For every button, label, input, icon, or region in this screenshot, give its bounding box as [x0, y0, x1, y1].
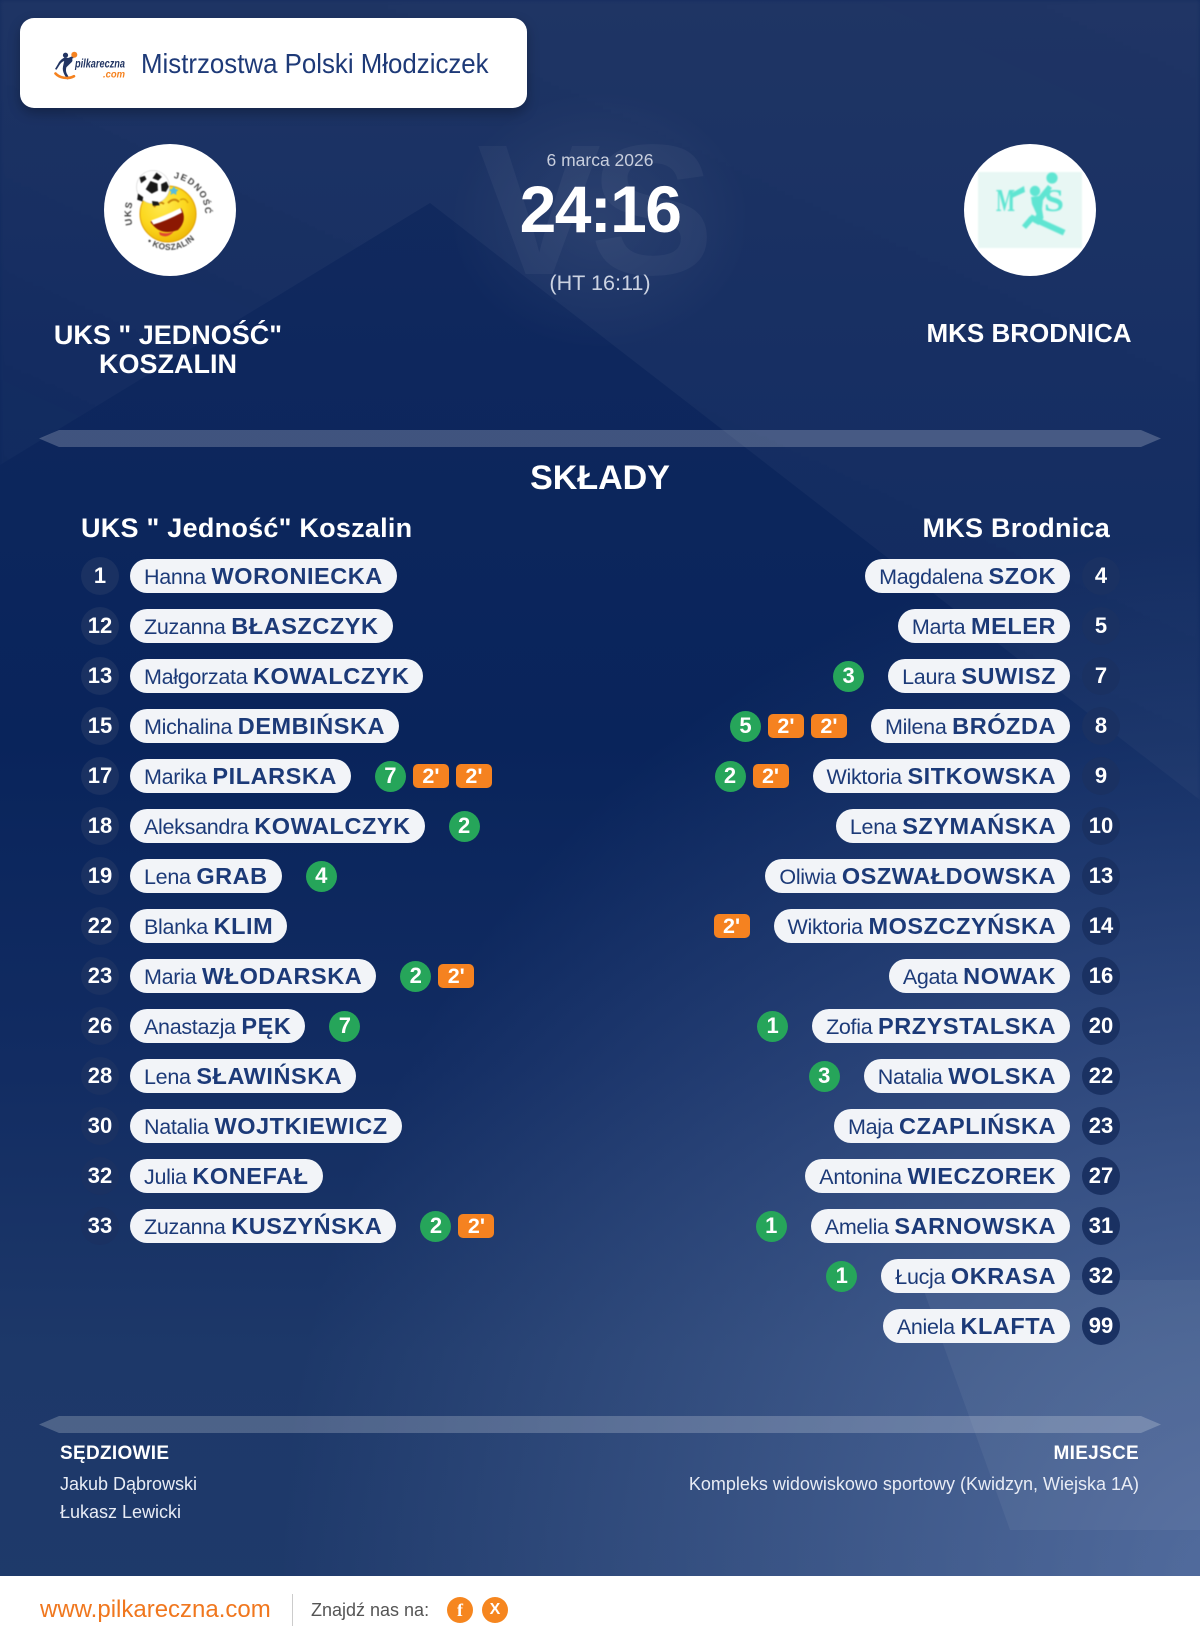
- svg-text:.com: .com: [103, 69, 125, 81]
- svg-text:UKS: UKS: [123, 200, 136, 226]
- svg-text:pilkareczna: pilkareczna: [74, 57, 125, 71]
- svg-text:M: M: [996, 182, 1015, 218]
